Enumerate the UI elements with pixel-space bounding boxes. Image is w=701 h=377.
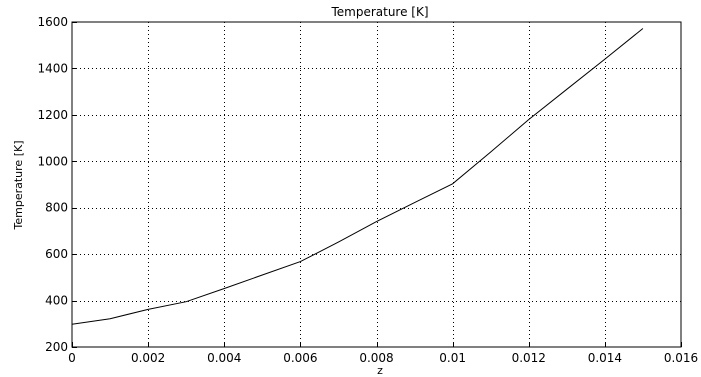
y-tick-label: 800 bbox=[45, 201, 68, 215]
x-tick-label: 0.002 bbox=[131, 351, 165, 365]
axis-ticks bbox=[72, 22, 682, 348]
series-layer bbox=[71, 28, 644, 325]
x-tick-label: 0.004 bbox=[207, 351, 241, 365]
grid bbox=[72, 22, 681, 347]
chart-title: Temperature [K] bbox=[330, 5, 428, 19]
y-tick-label: 1400 bbox=[37, 61, 68, 75]
y-axis-title: Temperature [K] bbox=[12, 141, 25, 231]
y-tick-label: 1600 bbox=[37, 15, 68, 29]
x-tick-label: 0.01 bbox=[439, 351, 466, 365]
x-tick-label: 0.016 bbox=[664, 351, 698, 365]
x-axis-tick-labels: 0 0.002 0.004 0.006 0.008 0.01 0.012 0.014 0.016 bbox=[68, 351, 698, 365]
temperature-line bbox=[71, 28, 644, 325]
y-tick-label: 400 bbox=[45, 294, 68, 308]
x-tick-label: 0.006 bbox=[283, 351, 317, 365]
y-axis-tick-labels: 200 400 600 800 1000 1200 1400 1600 bbox=[37, 15, 68, 354]
x-axis-title: z bbox=[377, 364, 383, 377]
y-tick-label: 200 bbox=[45, 340, 68, 354]
x-tick-label: 0 bbox=[68, 351, 76, 365]
x-tick-label: 0.014 bbox=[588, 351, 622, 365]
y-tick-label: 1000 bbox=[37, 154, 68, 168]
x-tick-label: 0.012 bbox=[512, 351, 546, 365]
y-tick-label: 1200 bbox=[37, 108, 68, 122]
x-tick-label: 0.008 bbox=[359, 351, 393, 365]
y-tick-label: 600 bbox=[45, 247, 68, 261]
plot-frame bbox=[71, 21, 682, 348]
